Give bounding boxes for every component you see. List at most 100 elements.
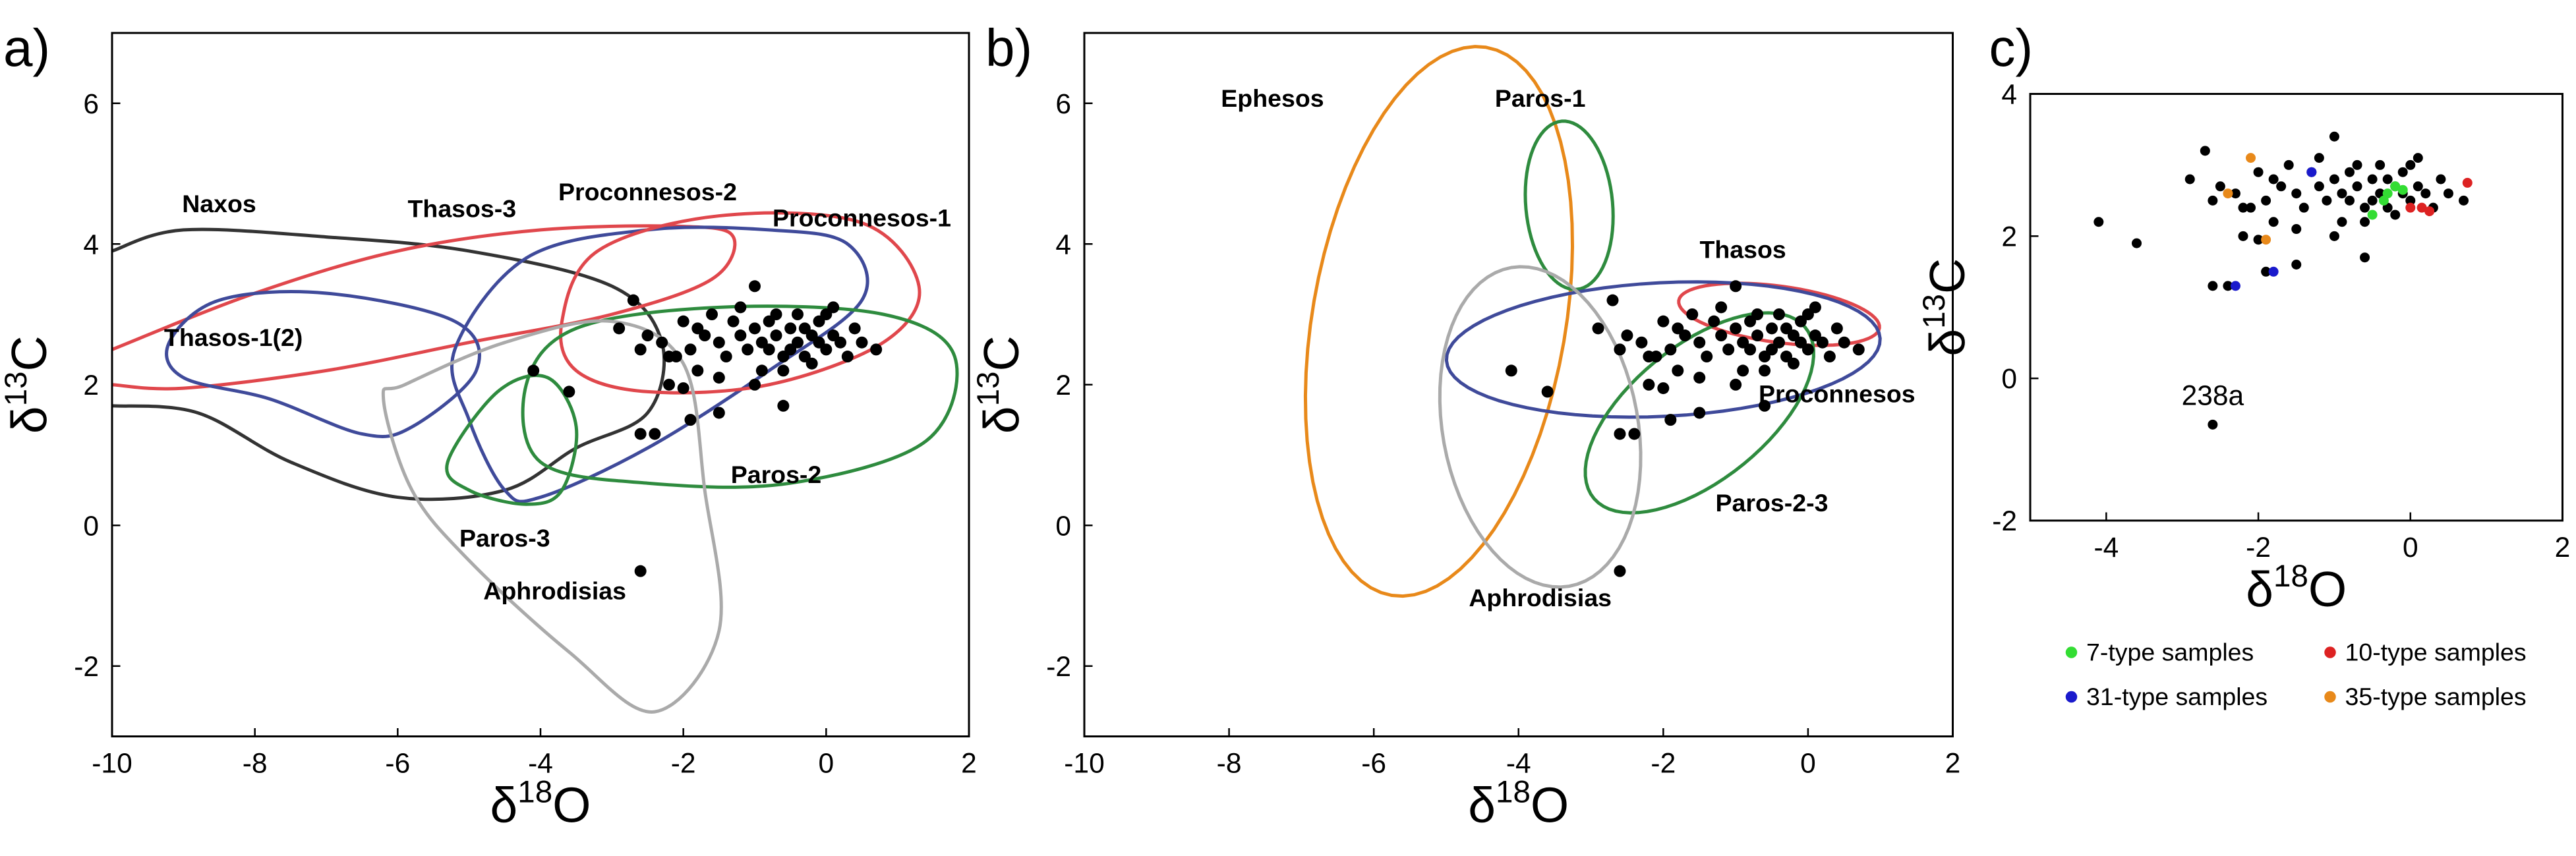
data-point <box>2291 224 2302 235</box>
data-point <box>1686 308 1699 320</box>
y-axis-label-part: C <box>1919 258 1975 294</box>
field-label: Paros-2 <box>731 461 822 488</box>
data-point <box>656 336 668 349</box>
data-point <box>2230 188 2240 199</box>
data-point <box>2291 188 2302 199</box>
data-point <box>1621 329 1633 342</box>
data-point <box>2184 174 2195 185</box>
data-point <box>2367 195 2378 206</box>
y-axis-label-part: C <box>1 335 57 371</box>
data-point <box>2246 153 2256 163</box>
field-label: Aphrodisias <box>483 577 626 604</box>
field-outline <box>521 304 959 489</box>
data-point <box>1679 329 1691 342</box>
data-point <box>742 343 754 356</box>
y-tick-label: 2 <box>1055 370 1071 401</box>
data-point <box>1751 329 1764 342</box>
data-point <box>755 364 768 377</box>
x-axis-label-part: O <box>552 778 591 833</box>
data-point <box>792 336 804 349</box>
data-point <box>1722 343 1735 356</box>
y-tick-label: -2 <box>1046 652 1071 683</box>
data-point <box>663 351 675 363</box>
data-point <box>1657 315 1670 328</box>
data-point <box>1643 378 1655 391</box>
data-point <box>613 322 626 335</box>
y-tick-label: 6 <box>1055 89 1071 120</box>
data-point <box>1614 565 1626 577</box>
field-label: Paros-2-3 <box>1716 489 1829 517</box>
data-point <box>563 385 575 398</box>
field-outline <box>445 374 579 506</box>
data-point <box>1730 378 1742 391</box>
field-label: Aphrodisias <box>1469 584 1612 612</box>
field-label: Thasos-1(2) <box>164 324 303 351</box>
data-point <box>627 294 639 306</box>
data-point <box>834 336 846 349</box>
y-axis-label: δ13C <box>1917 258 1975 357</box>
data-point <box>706 308 718 320</box>
data-point <box>2390 181 2401 192</box>
data-point <box>2424 206 2435 217</box>
y-tick-label: 4 <box>1055 229 1071 260</box>
data-point <box>2436 174 2446 185</box>
field-label: Paros-3 <box>459 524 550 552</box>
panel-label: a) <box>3 18 50 77</box>
y-axis-label-part: 13 <box>0 372 34 407</box>
x-tick-label: 0 <box>2403 532 2418 563</box>
data-point <box>792 308 804 320</box>
data-point <box>2253 167 2264 177</box>
data-point <box>2413 153 2423 163</box>
x-tick-label: -2 <box>1651 749 1676 780</box>
legend-marker <box>2324 646 2336 658</box>
data-point <box>2360 202 2370 213</box>
data-point <box>2443 188 2453 199</box>
x-tick-label: 2 <box>961 749 977 780</box>
data-point <box>1592 322 1604 335</box>
panel-label: c) <box>1989 18 2034 77</box>
data-point <box>713 336 725 349</box>
data-point <box>684 343 697 356</box>
data-point <box>1766 322 1778 335</box>
data-point <box>2462 177 2473 188</box>
field-label: Thasos <box>1699 236 1786 264</box>
data-point <box>2397 185 2408 195</box>
data-point <box>649 428 661 440</box>
y-axis-label: δ13C <box>0 335 57 434</box>
data-point <box>2329 131 2339 142</box>
y-tick-label: 4 <box>2001 80 2017 111</box>
data-point <box>1708 315 1720 328</box>
data-point <box>2283 159 2294 170</box>
data-point <box>1541 385 1554 398</box>
y-tick-label: 0 <box>83 511 99 542</box>
x-tick-label: 2 <box>2555 532 2571 563</box>
x-axis-label-part: 18 <box>1496 775 1531 810</box>
data-point <box>677 382 689 395</box>
data-point <box>827 301 840 314</box>
field-label: Proconnesos-2 <box>558 178 737 206</box>
field-outline <box>1523 119 1615 291</box>
data-point <box>2268 217 2279 227</box>
data-point <box>2276 181 2287 192</box>
legend-marker <box>2065 691 2078 703</box>
data-point <box>1801 343 1814 356</box>
data-point <box>1614 343 1626 356</box>
x-tick-label: -6 <box>385 749 410 780</box>
data-point <box>2329 231 2339 241</box>
legend-label: 35-type samples <box>2345 683 2527 710</box>
data-point <box>2360 252 2370 263</box>
data-point <box>1773 308 1785 320</box>
data-point <box>870 343 883 356</box>
data-point <box>2459 195 2469 206</box>
x-tick-label: -10 <box>92 749 132 780</box>
x-axis-label-part: δ <box>2246 561 2273 617</box>
x-tick-label: -2 <box>671 749 696 780</box>
data-point <box>1701 351 1713 363</box>
field-label: Proconnesos-1 <box>773 204 951 232</box>
fields <box>112 211 959 714</box>
y-tick-label: 2 <box>2001 221 2017 252</box>
data-point <box>699 329 711 342</box>
x-tick-label: -4 <box>528 749 553 780</box>
x-axis-label-part: O <box>2308 561 2347 617</box>
data-point <box>1643 351 1655 363</box>
